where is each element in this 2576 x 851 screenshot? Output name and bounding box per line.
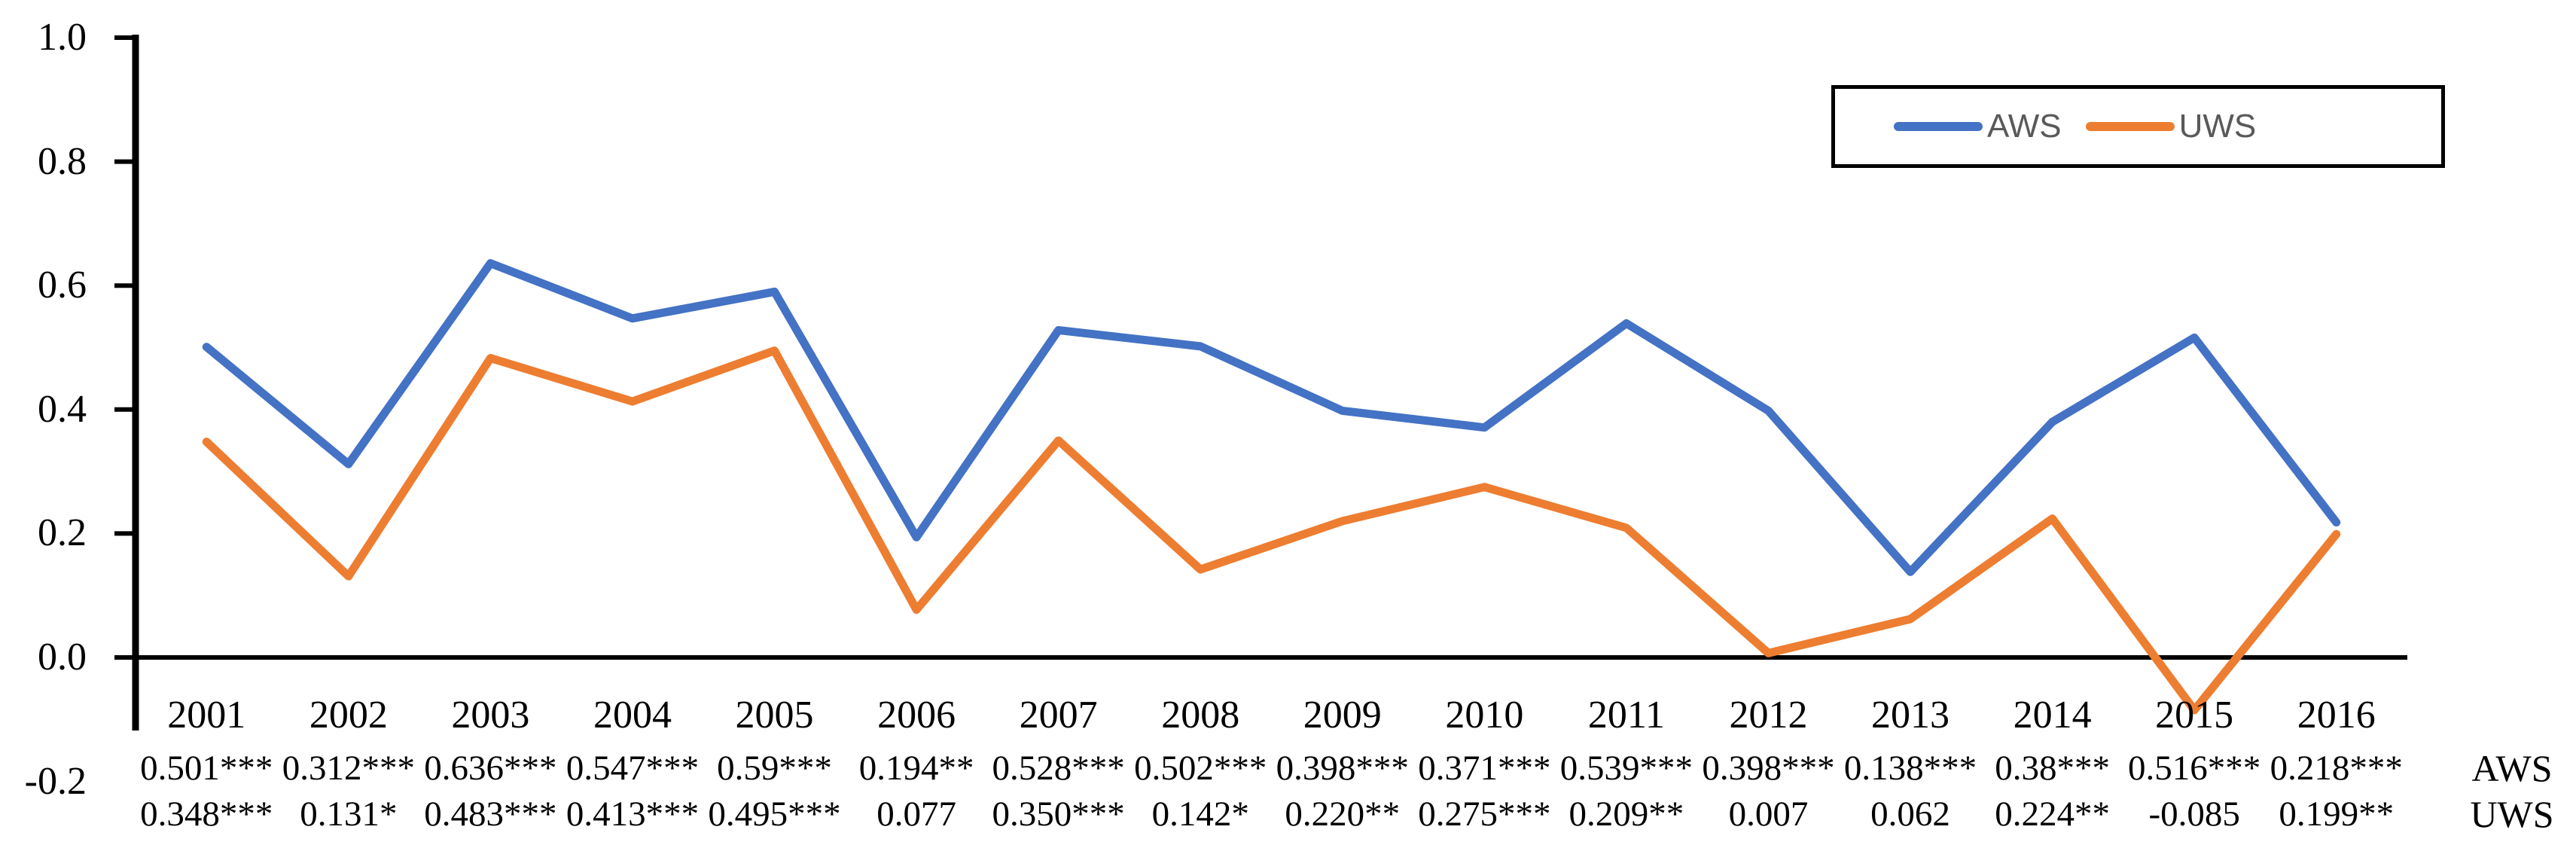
aws-value-cell: 0.398*** [1702,749,1835,788]
x-axis-label: 2005 [735,694,814,737]
x-axis-label: 2007 [1019,694,1098,737]
x-axis-label: 2015 [2155,694,2234,737]
x-axis-label: 2004 [593,694,672,737]
uws-value-cell: 0.348*** [140,795,273,834]
y-axis-tick-label: 0.4 [38,387,87,431]
x-axis-label: 2012 [1729,694,1808,737]
uws-legend-line-sample [2085,122,2175,131]
uws-value-cell: 0.413*** [566,795,700,834]
aws-value-cell: 0.138*** [1843,749,1977,788]
aws-value-cell: 0.547*** [566,749,700,788]
aws-value-cell: 0.218*** [2270,749,2403,788]
x-axis-label: 2003 [451,694,530,737]
aws-value-cell: 0.312*** [282,749,415,788]
aws-value-cell: 0.398*** [1276,749,1409,788]
uws-series-line [202,346,2341,715]
uws-value-cell: 0.483*** [424,795,557,834]
y-axis-tick-label: -0.2 [24,759,87,803]
uws-value-cell: -0.085 [2148,795,2240,834]
x-axis-label: 2013 [1871,694,1950,737]
x-axis-label: 2014 [2013,694,2092,737]
aws-value-cell: 0.516*** [2128,749,2261,788]
uws-value-cell: 0.350*** [992,795,1125,834]
uws-legend-label: UWS [2178,108,2257,145]
aws-row-label: AWS [2471,747,2553,789]
y-axis-tick-label: 0.2 [38,511,87,555]
aws-value-cell: 0.38*** [1995,749,2110,788]
uws-value-cell: 0.007 [1728,795,1809,834]
aws-legend-label: AWS [1987,108,2062,145]
y-axis-tick-label: 0.8 [38,139,87,183]
x-axis-label: 2010 [1445,694,1524,737]
y-axis-tick-label: 1.0 [38,16,87,59]
aws-value-cell: 0.59*** [717,749,832,788]
x-axis-label: 2011 [1587,694,1665,737]
aws-series-line [202,259,2341,576]
x-axis-label: 2001 [167,694,246,737]
x-axis-label: 2016 [2297,694,2376,737]
aws-legend-line-sample [1894,122,1983,131]
aws-value-cell: 0.371*** [1418,749,1551,788]
uws-value-cell: 0.199** [2279,795,2395,834]
aws-value-cell: 0.194** [858,749,974,788]
uws-value-cell: 0.131* [300,795,398,834]
uws-value-cell: 0.142* [1151,795,1249,834]
uws-value-cell: 0.495*** [708,795,841,834]
uws-value-cell: 0.062 [1870,795,1950,834]
uws-value-cell: 0.077 [876,795,956,834]
aws-value-cell: 0.502*** [1134,749,1267,788]
uws-value-cell: 0.209** [1568,795,1684,834]
x-axis-label: 2008 [1161,694,1240,737]
uws-row-label: UWS [2470,793,2554,835]
aws-value-cell: 0.528*** [992,749,1125,788]
aws-value-cell: 0.501*** [140,749,273,788]
aws-value-cell: 0.636*** [424,749,557,788]
uws-value-cell: 0.275*** [1418,795,1551,834]
x-axis-label: 2009 [1303,694,1382,737]
uws-value-cell: 0.220** [1285,795,1401,834]
aws-value-cell: 0.539*** [1559,749,1693,788]
y-axis-tick-label: 0.6 [38,264,87,307]
uws-value-cell: 0.224** [1995,795,2110,834]
x-axis-label: 2006 [877,694,956,737]
legend: AWS UWS [1831,85,2445,168]
x-axis-label: 2002 [309,694,388,737]
y-axis-tick-label: 0.0 [38,636,87,679]
